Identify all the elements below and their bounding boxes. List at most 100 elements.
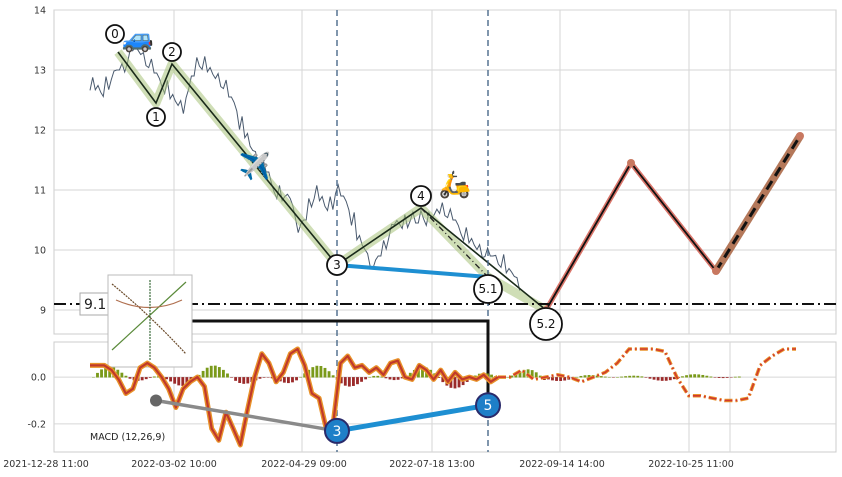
macd-histogram-bar [368, 377, 371, 378]
macd-histogram-bar [397, 377, 400, 380]
macd-histogram-bar [718, 377, 721, 378]
macd-histogram-bar [454, 377, 457, 388]
macd-histogram-bar [311, 367, 314, 377]
macd-wave-point-label: 5 [484, 398, 493, 414]
macd-histogram-bar [324, 368, 327, 378]
wave-point-label: 0 [111, 27, 119, 41]
macd-histogram-bar [206, 368, 209, 378]
macd-histogram-bar [669, 377, 672, 380]
macd-histogram-bar [283, 377, 286, 383]
macd-histogram-bar [649, 377, 652, 379]
macd-histogram-bar [555, 377, 558, 381]
macd-histogram-bar [129, 377, 132, 379]
macd-histogram-bar [624, 376, 627, 377]
macd-histogram-bar [238, 377, 241, 383]
macd-y-tick-label: -0.2 [27, 419, 46, 430]
wave-point-label: 5.1 [478, 282, 497, 296]
wave-point-label: 2 [168, 45, 176, 59]
wave-point-label: 3 [333, 258, 341, 272]
macd-panel-label: MACD (12,26,9) [90, 432, 165, 443]
macd-histogram-bar [559, 377, 562, 381]
macd-histogram-bar [222, 370, 225, 378]
wave-point-label: 5.2 [536, 317, 555, 331]
macd-histogram-bar [344, 377, 347, 386]
x-tick-label: 2022-04-29 09:00 [261, 459, 347, 470]
macd-histogram-bar [246, 377, 249, 383]
price-y-tick-label: 12 [34, 126, 46, 137]
macd-histogram-bar [153, 376, 156, 377]
macd-histogram-bar [120, 373, 123, 378]
macd-histogram-bar [551, 377, 554, 380]
macd-histogram-bar [173, 377, 176, 384]
macd-y-tick-label: 0.0 [31, 373, 46, 384]
macd-histogram-bar [364, 377, 367, 379]
macd-histogram-bar [352, 377, 355, 386]
macd-histogram-bar [125, 376, 128, 378]
wave-point-label: 1 [152, 110, 160, 124]
macd-histogram-bar [376, 376, 379, 378]
macd-histogram-bar [177, 377, 180, 385]
macd-histogram-bar [100, 369, 103, 377]
macd-histogram-bar [636, 376, 639, 378]
macd-histogram-bar [705, 376, 708, 378]
macd-histogram-bar [640, 376, 643, 377]
projection-node [627, 159, 635, 167]
macd-histogram-bar [726, 377, 729, 378]
macd-histogram-bar [259, 377, 262, 379]
macd-histogram-bar [722, 377, 725, 378]
car-icon: 🚙 [122, 24, 154, 54]
macd-histogram-bar [575, 377, 578, 378]
macd-histogram-bar [385, 377, 388, 378]
macd-histogram-bar [242, 377, 245, 384]
scooter-icon: 🛵 [439, 170, 471, 200]
x-tick-label: 2022-07-18 13:00 [389, 459, 475, 470]
macd-histogram-bar [145, 377, 148, 379]
macd-histogram-bar [214, 366, 217, 378]
macd-histogram-bar [580, 376, 583, 378]
macd-histogram-bar [685, 375, 688, 377]
macd-histogram-bar [332, 375, 335, 377]
macd-histogram-bar [218, 367, 221, 377]
x-tick-label: 2022-03-02 10:00 [131, 459, 217, 470]
macd-histogram-bar [348, 377, 351, 386]
macd-histogram-bar [393, 377, 396, 380]
macd-histogram-bar [389, 377, 392, 379]
macd-histogram-bar [226, 374, 229, 378]
price-y-tick-label: 14 [34, 6, 46, 17]
macd-histogram-bar [738, 377, 741, 378]
macd-histogram-bar [169, 377, 172, 381]
price-y-tick-label: 9 [40, 306, 46, 317]
wave-point-label: 4 [417, 189, 425, 203]
macd-histogram-bar [141, 377, 144, 380]
macd-histogram-bar [356, 377, 359, 384]
macd-histogram-bar [653, 377, 656, 380]
macd-histogram-bar [628, 376, 631, 378]
macd-histogram-bar [230, 377, 233, 378]
x-tick-label: 2022-10-25 11:00 [648, 459, 734, 470]
macd-histogram-bar [693, 374, 696, 377]
macd-histogram-bar [689, 374, 692, 377]
macd-histogram-bar [202, 371, 205, 378]
macd-histogram-bar [210, 366, 213, 378]
macd-histogram-bar [701, 375, 704, 378]
projection-node [796, 132, 804, 140]
macd-histogram-bar [372, 376, 375, 378]
macd-histogram-bar [665, 377, 668, 381]
macd-histogram-bar [490, 375, 493, 378]
macd-histogram-bar [234, 377, 237, 381]
macd-wave-point-label: 3 [333, 424, 342, 440]
macd-histogram-bar [657, 377, 660, 380]
macd-histogram-bar [295, 377, 298, 380]
macd-histogram-bar [632, 376, 635, 378]
macd-histogram-bar [360, 377, 363, 382]
macd-histogram-bar [710, 377, 713, 378]
macd-histogram-bar [604, 377, 607, 378]
macd-histogram-bar [681, 376, 684, 377]
macd-histogram-bar [287, 377, 290, 383]
inset-thumbnail [108, 275, 192, 367]
airplane-icon: ✈️ [239, 150, 271, 182]
macd-histogram-bar [620, 377, 623, 378]
macd-histogram-bar [734, 377, 737, 378]
